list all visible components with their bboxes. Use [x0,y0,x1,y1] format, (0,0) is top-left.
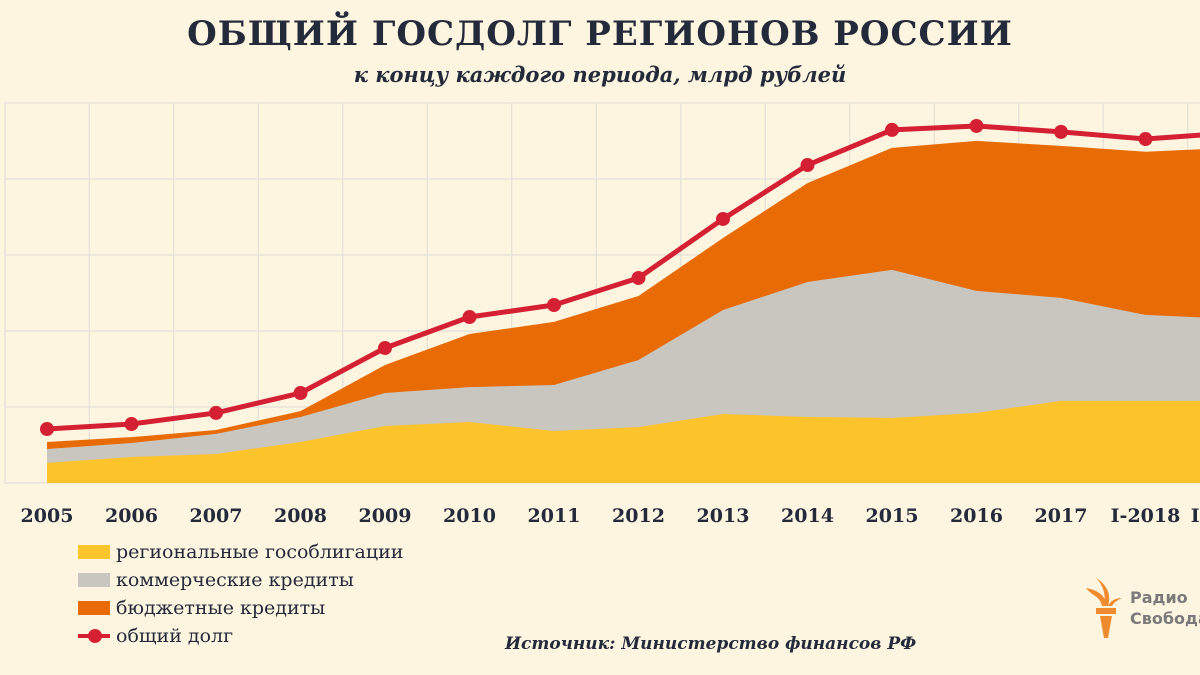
total-debt-point [293,386,308,401]
x-tick-label: 2014 [781,505,834,527]
total-debt-point [1054,124,1068,139]
x-tick-label: 2010 [443,505,496,527]
total-debt-point [1138,132,1153,147]
total-debt-point [631,270,646,285]
total-debt-point [969,118,984,133]
legend-label: бюджетные кредиты [116,597,326,619]
legend-swatch [78,629,110,643]
x-tick-label: 2005 [21,505,74,527]
x-tick-label: 2009 [359,505,412,527]
x-tick-label: 2013 [697,505,750,527]
source-note: Источник: Министерство финансов РФ [505,634,917,654]
x-tick-label: 2011 [528,505,581,527]
x-tick-label: 2015 [866,505,919,527]
logo-line1: Радио [1130,588,1188,607]
legend-item-bonds: региональные гособлигации [78,538,403,566]
x-tick-label: I-2018 [1111,505,1181,527]
total-debt-point [40,422,54,437]
total-debt-point [124,417,139,432]
torch-icon [1086,578,1122,638]
legend-item-budget: бюджетные кредиты [78,594,403,622]
total-debt-point [547,298,561,313]
legend-item-total: общий долг [78,622,403,650]
legend-label: общий долг [116,625,234,647]
x-tick-label: 2012 [612,505,665,527]
legend-label: региональные гособлигации [116,541,404,563]
x-tick-label: 2008 [274,505,327,527]
x-tick-label: 2017 [1035,505,1088,527]
x-tick-label: 2007 [190,505,243,527]
legend-swatch [78,545,110,559]
x-tick-label: 2006 [105,505,158,527]
legend-swatch [78,573,110,587]
legend-swatch [78,601,110,615]
legend: региональные гособлигации коммерческие к… [78,538,403,650]
chart-subtitle: к концу каждого периода, млрд рублей [353,62,847,87]
legend-item-commercial: коммерческие кредиты [78,566,403,594]
radio-svoboda-logo: Радио Свобода [1082,578,1200,638]
x-tick-label: II-2018 [1191,505,1200,527]
total-debt-point [378,341,392,356]
logo-line2: Свобода [1130,609,1200,628]
legend-label: коммерческие кредиты [116,569,354,591]
x-tick-label: 2016 [950,505,1003,527]
total-debt-point [716,211,730,226]
chart-title: ОБЩИЙ ГОСДОЛГ РЕГИОНОВ РОССИИ [187,14,1013,54]
total-debt-point [885,122,899,137]
total-debt-point [209,405,223,420]
total-debt-point [800,158,815,173]
area-regional-bonds [47,400,1200,483]
total-debt-point [462,310,477,325]
